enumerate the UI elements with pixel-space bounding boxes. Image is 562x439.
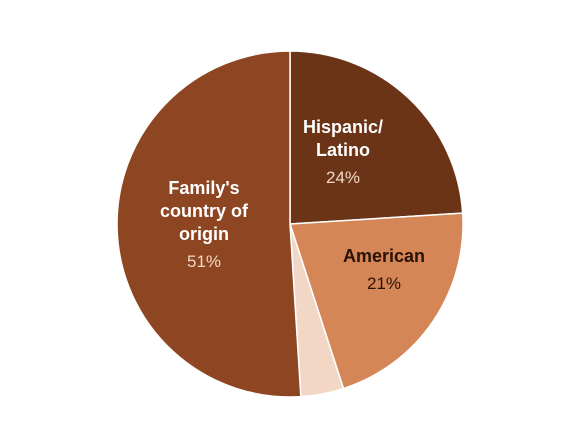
pie-slice-0 [289,50,464,225]
slice-label-1: American [343,246,425,266]
slice-value-label-0: 24% [326,168,360,187]
slice-value-label-3: 51% [187,252,221,271]
slices-layer [116,50,464,398]
slice-value-label-1: 21% [367,274,401,293]
slice-label-0: Hispanic/Latino [303,117,383,160]
slice-label-3: Family's country of origin [160,178,249,244]
pie-slice-1 [289,212,464,390]
pie-slice-3 [116,50,302,398]
labels-layer: Hispanic/Latino 24% American 21% Family's cou… [160,117,425,293]
